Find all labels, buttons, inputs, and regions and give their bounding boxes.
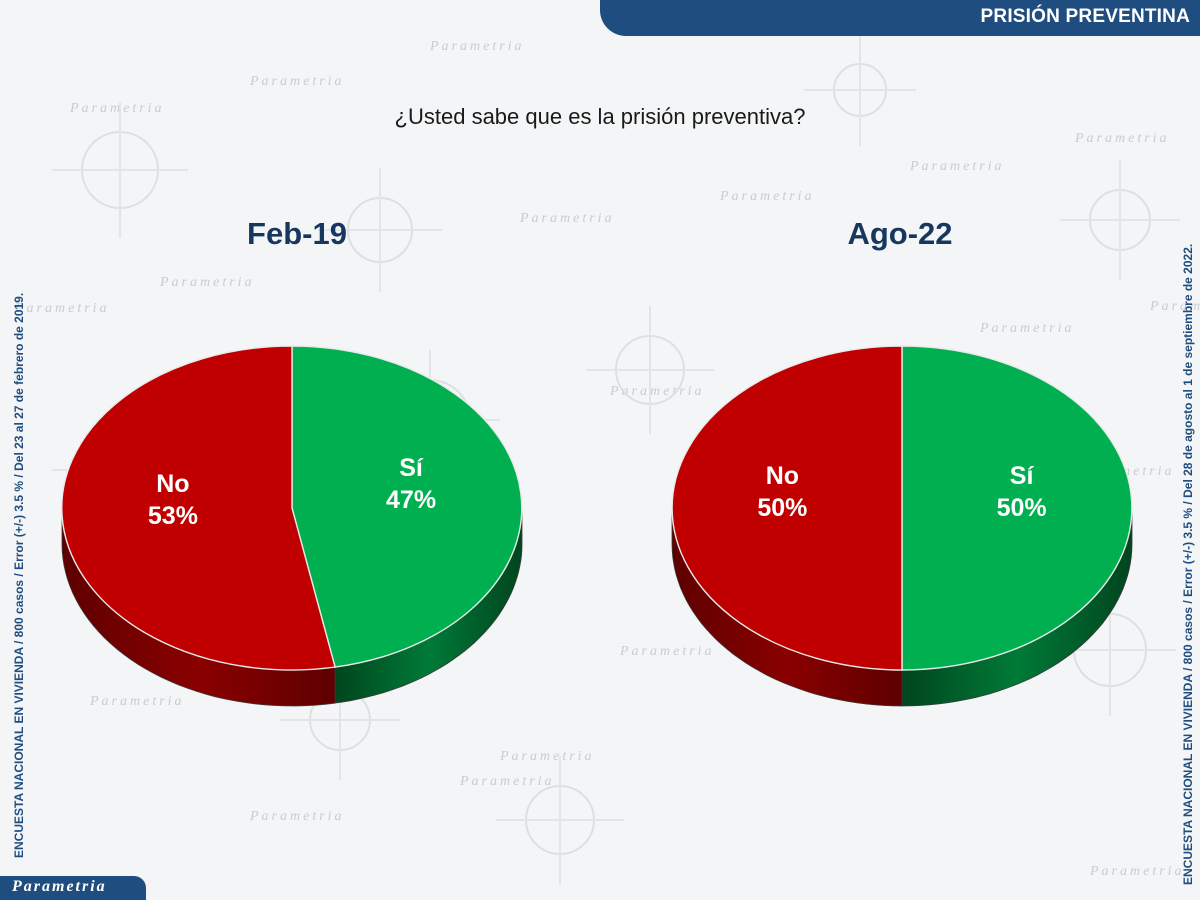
chart-title-ago-22: Ago-22 xyxy=(847,216,953,251)
slice-value: 50% xyxy=(757,494,808,522)
svg-text:Parametria: Parametria xyxy=(619,644,715,659)
svg-text:Parametria: Parametria xyxy=(459,774,555,789)
slice-label-no-1: No 50% xyxy=(712,460,852,524)
survey-question: ¿Usted sabe que es la prisión preventiva… xyxy=(394,104,806,129)
slice-label-si-1: Sí 50% xyxy=(952,460,1092,524)
slice-value: 50% xyxy=(996,494,1047,522)
svg-text:Parametria: Parametria xyxy=(249,809,345,824)
pie-slice-si-1 xyxy=(901,345,1133,671)
header-bar: PRISIÓN PREVENTINA xyxy=(600,0,1200,36)
svg-text:Parametria: Parametria xyxy=(519,211,615,226)
slice-category: No xyxy=(765,462,800,490)
svg-text:Parametria: Parametria xyxy=(249,74,345,89)
slice-category: No xyxy=(156,469,190,498)
logo-text: Parametria xyxy=(12,878,107,895)
pie-slice-no-1 xyxy=(671,345,903,671)
svg-text:Parametria: Parametria xyxy=(979,321,1075,336)
svg-text:Parametria: Parametria xyxy=(1149,299,1200,314)
parametria-logo: Parametria xyxy=(0,876,146,900)
svg-text:Parametria: Parametria xyxy=(1074,131,1170,146)
slice-value: 53% xyxy=(147,501,198,530)
svg-text:Parametria: Parametria xyxy=(499,749,595,764)
svg-text:Parametria: Parametria xyxy=(159,275,255,290)
slice-value: 47% xyxy=(386,486,437,515)
slice-label-no-0: No 53% xyxy=(103,468,243,532)
svg-text:Parametria: Parametria xyxy=(909,159,1005,174)
svg-text:Parametria: Parametria xyxy=(1089,864,1185,879)
svg-text:Parametria: Parametria xyxy=(429,39,525,54)
survey-methodology-right: ENCUESTA NACIONAL EN VIVIENDA / 800 caso… xyxy=(1181,243,1195,885)
pie-slice-si-0 xyxy=(291,345,523,668)
slice-label-si-0: Sí 47% xyxy=(341,452,481,516)
pie-slice-no-0 xyxy=(61,345,336,671)
slice-category: Sí xyxy=(399,454,423,483)
svg-text:Parametria: Parametria xyxy=(14,301,110,316)
chart-title-feb-19: Feb-19 xyxy=(247,216,347,251)
slice-category: Sí xyxy=(1009,462,1034,490)
svg-text:Parametria: Parametria xyxy=(89,694,185,709)
survey-methodology-left: ENCUESTA NACIONAL EN VIVIENDA / 800 caso… xyxy=(12,292,26,858)
header-title: PRISIÓN PREVENTINA xyxy=(980,6,1190,27)
svg-text:Parametria: Parametria xyxy=(69,101,165,116)
svg-text:Parametria: Parametria xyxy=(719,189,815,204)
